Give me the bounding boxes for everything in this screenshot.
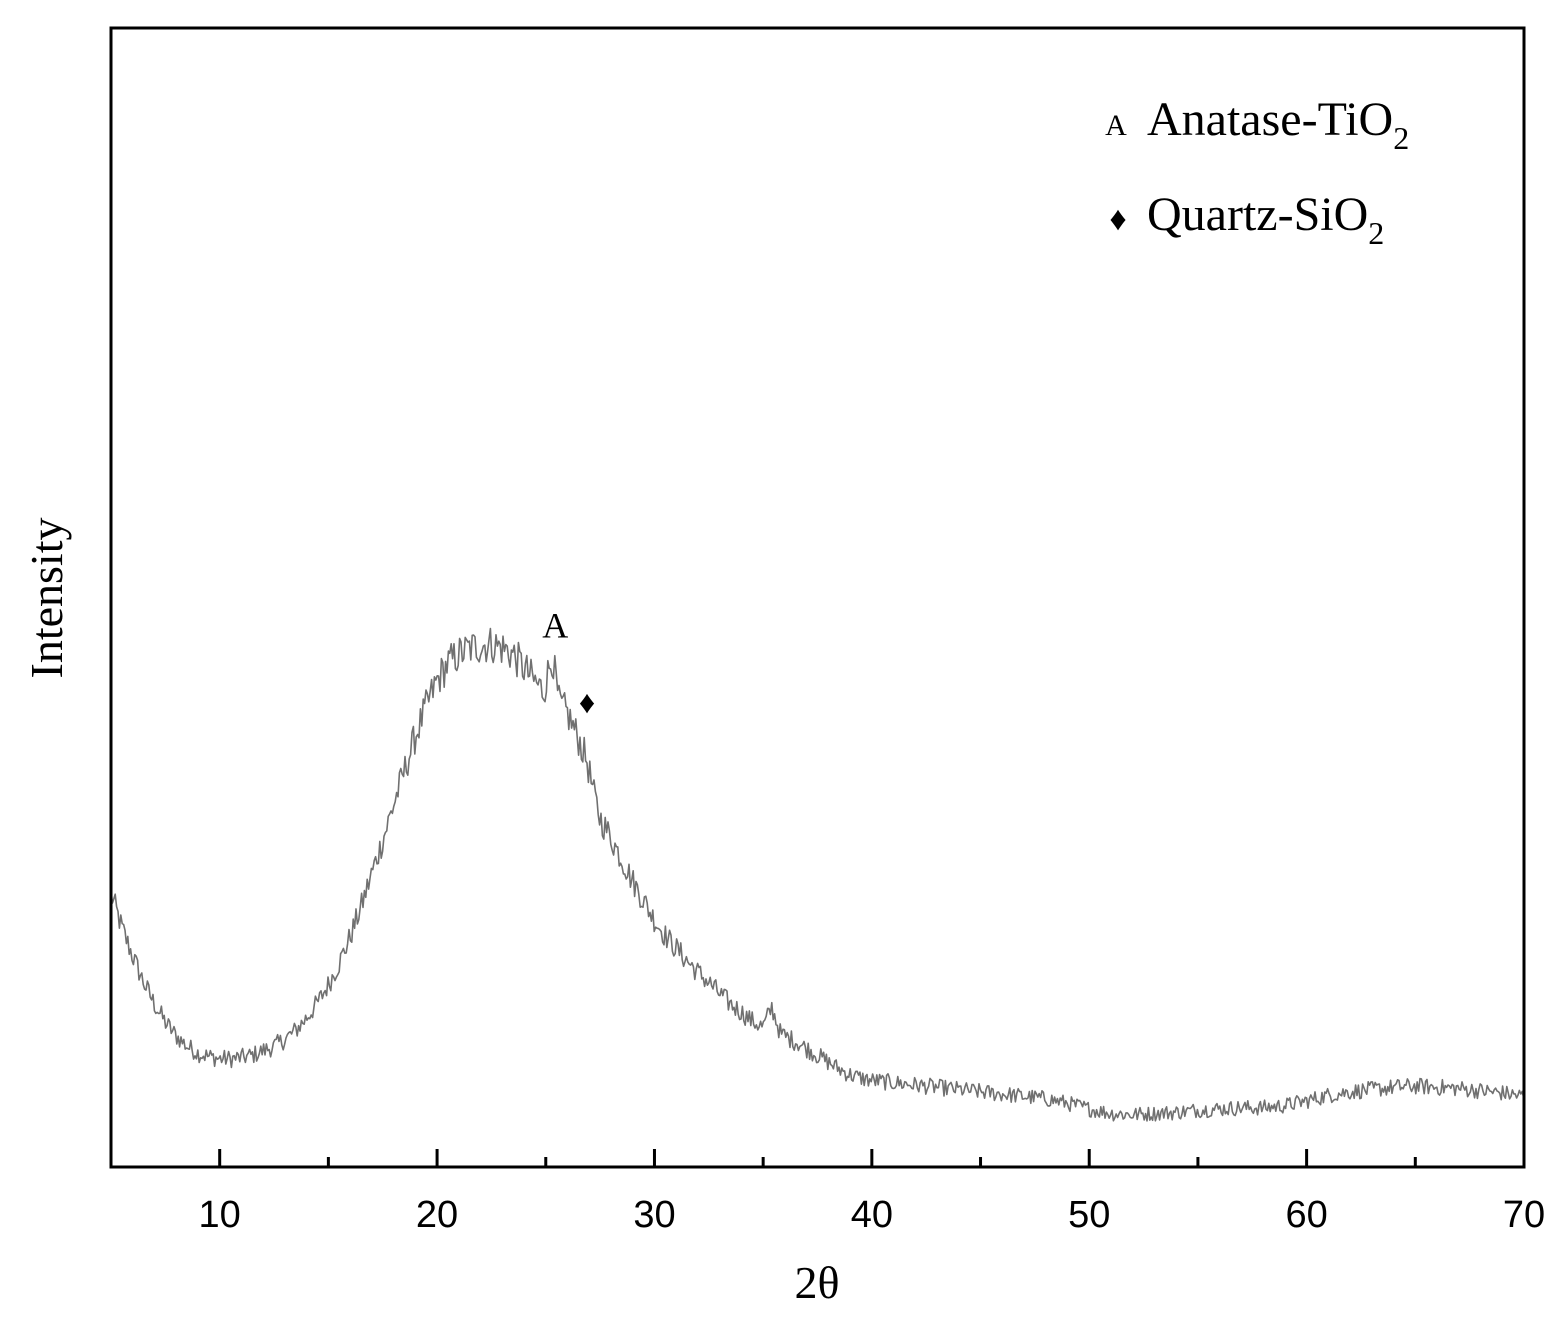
x-tick-label: 50 xyxy=(1068,1194,1110,1236)
x-tick-label: 20 xyxy=(416,1194,458,1236)
legend-entry-quartz: ♦ Quartz-SiO2 xyxy=(1109,188,1384,251)
x-tick-label: 60 xyxy=(1285,1194,1327,1236)
xrd-series-line-0 xyxy=(110,627,1525,1122)
annotation-layer: A♦ xyxy=(542,606,595,720)
legend-name-anatase: Anatase-TiO xyxy=(1147,93,1393,146)
x-tick-label: 30 xyxy=(633,1194,675,1236)
x-tick-label: 40 xyxy=(851,1194,893,1236)
x-axis-label: 2θ xyxy=(794,1257,839,1308)
x-tick-label: 10 xyxy=(199,1194,241,1236)
y-axis-label: Intensity xyxy=(21,518,72,679)
tick-layer xyxy=(218,1149,1526,1167)
legend-subscript-quartz: 2 xyxy=(1368,215,1384,251)
series-layer xyxy=(110,627,1525,1122)
diamond-icon: ♦ xyxy=(579,684,595,720)
letter-a-marker: A xyxy=(542,606,568,646)
legend-label-anatase: Anatase-TiO2 xyxy=(1147,93,1409,156)
legend-name-quartz: Quartz-SiO xyxy=(1147,188,1368,241)
legend-entry-anatase: A Anatase-TiO2 xyxy=(1105,93,1409,156)
diamond-icon: ♦ xyxy=(1109,201,1126,238)
legend-label-quartz: Quartz-SiO2 xyxy=(1147,188,1384,251)
letter-a-marker: A xyxy=(1105,109,1127,142)
plot-frame xyxy=(109,26,1526,1169)
tick-label-layer: 10 20 30 40 50 60 70 xyxy=(199,1194,1546,1236)
legend: A Anatase-TiO2 ♦ Quartz-SiO2 xyxy=(1105,93,1409,251)
x-tick-label: 70 xyxy=(1503,1194,1545,1236)
legend-subscript-anatase: 2 xyxy=(1393,120,1409,156)
